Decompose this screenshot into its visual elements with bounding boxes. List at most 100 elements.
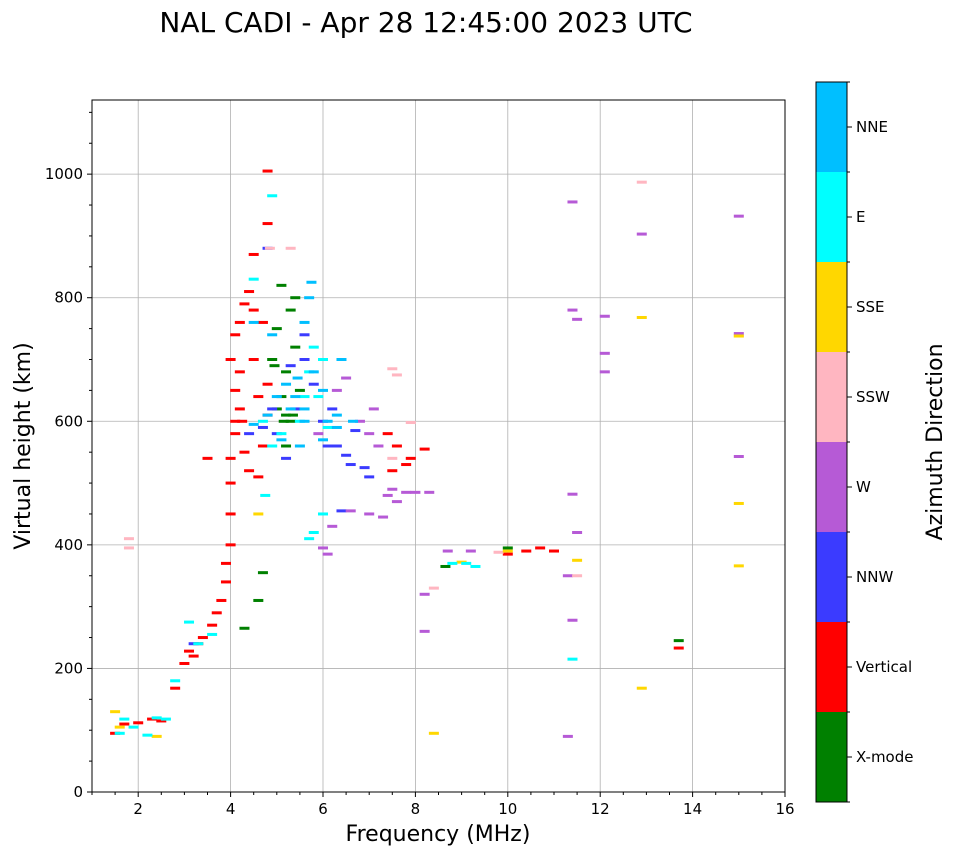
echo-point-w bbox=[567, 308, 578, 312]
echo-point-ssw bbox=[285, 246, 296, 250]
echo-point-x-mode bbox=[285, 308, 296, 312]
echo-point-vertical bbox=[225, 456, 236, 460]
echo-point-sse bbox=[733, 334, 744, 338]
echo-point-x-mode bbox=[278, 419, 289, 423]
echo-point-nnw bbox=[281, 456, 292, 460]
echo-point-e bbox=[257, 419, 268, 423]
echo-point-nnw bbox=[257, 425, 268, 429]
echo-point-e bbox=[304, 537, 315, 541]
echo-point-nnw bbox=[350, 429, 361, 433]
echo-point-sse bbox=[636, 686, 647, 690]
echo-point-e bbox=[267, 444, 278, 448]
echo-point-vertical bbox=[401, 463, 412, 467]
echo-point-nne bbox=[299, 320, 310, 324]
plot-grid bbox=[92, 100, 785, 792]
echo-point-w bbox=[567, 618, 578, 622]
echo-point-nne bbox=[331, 425, 342, 429]
echo-point-vertical bbox=[239, 450, 250, 454]
echo-point-w bbox=[341, 376, 352, 380]
x-tick-label: 16 bbox=[775, 800, 794, 818]
echo-point-vertical bbox=[535, 546, 546, 550]
echo-point-w bbox=[465, 549, 476, 553]
echo-point-e bbox=[567, 657, 578, 661]
echo-point-nnw bbox=[267, 407, 278, 411]
echo-point-vertical bbox=[207, 623, 218, 627]
echo-point-sse bbox=[428, 731, 439, 735]
echo-point-w bbox=[331, 388, 342, 392]
echo-point-nne bbox=[248, 422, 259, 426]
echo-point-e bbox=[260, 493, 271, 497]
echo-point-w bbox=[368, 407, 379, 411]
colorbar-tick-label: NNW bbox=[856, 568, 893, 586]
y-tick-label: 0 bbox=[73, 783, 83, 801]
y-tick-label: 800 bbox=[54, 289, 83, 307]
echo-point-nne bbox=[318, 438, 328, 442]
echo-point-w bbox=[733, 332, 744, 336]
echo-point-x-mode bbox=[502, 546, 513, 550]
echo-point-x-mode bbox=[239, 626, 250, 630]
echo-point-nne bbox=[322, 419, 333, 423]
echo-point-vertical bbox=[197, 636, 208, 640]
echo-point-nne bbox=[299, 419, 310, 423]
echo-point-sse bbox=[636, 315, 647, 319]
echo-point-w bbox=[410, 490, 421, 494]
echo-point-nne bbox=[308, 370, 319, 374]
echo-point-x-mode bbox=[267, 358, 278, 361]
echo-point-nne bbox=[262, 413, 273, 417]
echo-point-nne bbox=[294, 444, 305, 448]
echo-point-vertical bbox=[156, 719, 167, 723]
chart-title: NAL CADI - Apr 28 12:45:00 2023 UTC bbox=[159, 6, 692, 39]
echo-point-nnw bbox=[244, 432, 255, 436]
echo-point-nne bbox=[276, 438, 287, 442]
echo-point-nnw bbox=[299, 358, 310, 361]
echo-point-w bbox=[322, 552, 333, 556]
echo-point-x-mode bbox=[281, 370, 292, 374]
echo-point-e bbox=[184, 620, 195, 624]
colorbar-tick-label: NNE bbox=[856, 118, 888, 136]
colorbar-segment-nnw bbox=[816, 532, 847, 622]
echo-point-e bbox=[276, 432, 287, 436]
echo-point-nnw bbox=[299, 333, 310, 337]
echo-point-ssw bbox=[493, 550, 504, 554]
echo-point-vertical bbox=[234, 407, 245, 411]
echo-point-nne bbox=[292, 376, 303, 380]
echo-point-w bbox=[599, 314, 610, 318]
x-tick-label: 4 bbox=[226, 800, 236, 818]
echo-point-nne bbox=[281, 382, 292, 386]
echo-point-vertical bbox=[170, 686, 181, 690]
echo-point-ssw bbox=[428, 586, 439, 590]
echo-point-ssw bbox=[391, 373, 402, 377]
echo-point-vertical bbox=[248, 252, 259, 256]
echo-point-ssw bbox=[123, 537, 134, 541]
plot-ticks: 2 4 6 8 10 12 14 16 0 200 400 600 800 1000 bbox=[45, 111, 795, 818]
echo-point-e bbox=[151, 716, 162, 720]
echo-point-e bbox=[248, 277, 259, 281]
echo-point-vertical bbox=[133, 721, 144, 725]
echo-point-vertical bbox=[225, 481, 236, 485]
echo-point-e bbox=[160, 717, 171, 721]
echo-point-w bbox=[419, 592, 430, 596]
y-tick-label: 600 bbox=[54, 412, 83, 430]
echo-point-w bbox=[318, 546, 328, 550]
echo-point-ssw bbox=[264, 246, 275, 250]
colorbar: X-mode Vertical NNW W SSW SSE E NNE bbox=[815, 81, 913, 803]
echo-point-vertical bbox=[234, 370, 245, 374]
echo-point-nnw bbox=[331, 444, 342, 448]
echo-point-nnw bbox=[341, 453, 352, 457]
echo-point-vertical bbox=[220, 580, 231, 584]
echo-point-w bbox=[567, 492, 578, 496]
x-tick-label: 14 bbox=[683, 800, 702, 818]
echo-point-vertical bbox=[387, 469, 398, 473]
echo-point-vertical bbox=[220, 561, 231, 565]
echo-point-w bbox=[572, 531, 583, 534]
echo-point-e bbox=[447, 561, 458, 565]
echo-point-vertical bbox=[262, 169, 273, 173]
echo-point-sse bbox=[253, 512, 264, 516]
echo-point-e bbox=[193, 642, 204, 646]
colorbar-segment-nne bbox=[816, 82, 847, 172]
echo-point-vertical bbox=[244, 290, 255, 294]
colorbar-frame bbox=[815, 81, 848, 803]
echo-point-w bbox=[442, 549, 453, 553]
echo-point-vertical bbox=[521, 549, 532, 553]
echo-point-vertical bbox=[257, 444, 268, 448]
